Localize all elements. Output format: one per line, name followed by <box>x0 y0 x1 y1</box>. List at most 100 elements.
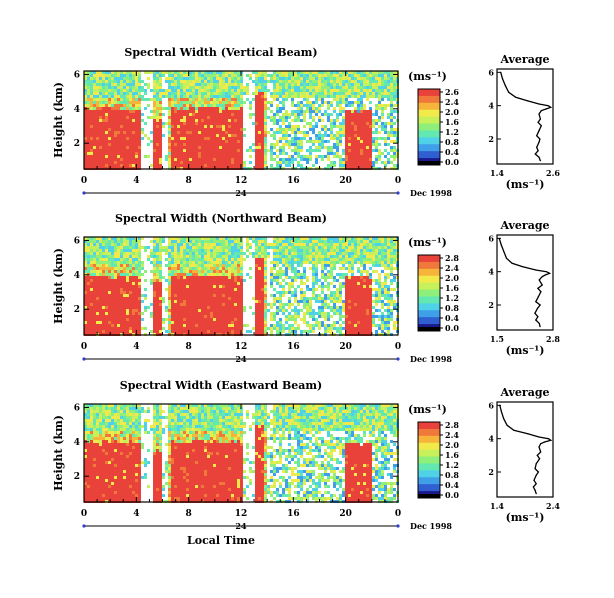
heatmap-cell <box>222 249 225 252</box>
heatmap-cell <box>324 131 327 134</box>
heatmap-cell <box>123 279 126 282</box>
heatmap-cell <box>282 309 285 312</box>
heatmap-cell <box>312 140 315 143</box>
heatmap-cell <box>180 324 183 327</box>
heatmap-cell <box>228 246 231 249</box>
heatmap-cell <box>144 83 147 86</box>
heatmap-cell <box>168 83 171 86</box>
heatmap-cell <box>174 140 177 143</box>
heatmap-cell <box>255 92 258 95</box>
heatmap-cell <box>198 303 201 306</box>
heatmap-cell <box>294 80 297 83</box>
heatmap-cell <box>390 101 393 104</box>
heatmap-cell <box>207 86 210 89</box>
heatmap-cell <box>276 161 279 164</box>
heatmap-cell <box>264 300 267 303</box>
heatmap-cell <box>183 146 186 149</box>
heatmap-cell <box>240 270 243 273</box>
heatmap-cell <box>192 146 195 149</box>
heatmap-cell <box>102 312 105 315</box>
heatmap-cell <box>378 89 381 92</box>
heatmap-cell <box>105 258 108 261</box>
heatmap-cell <box>93 119 96 122</box>
colorbar-swatch <box>418 123 440 131</box>
heatmap-cell <box>120 101 123 104</box>
heatmap-cell <box>90 330 93 333</box>
heatmap-cell <box>222 89 225 92</box>
heatmap-cell <box>156 276 159 279</box>
heatmap-cell <box>351 134 354 137</box>
heatmap-cell <box>312 89 315 92</box>
heatmap-cell <box>255 300 258 303</box>
heatmap-cell <box>306 95 309 98</box>
heatmap-cell <box>129 261 132 264</box>
heatmap-cell <box>120 143 123 146</box>
heatmap-cell <box>207 134 210 137</box>
heatmap-cell <box>195 327 198 330</box>
heatmap-cell <box>201 134 204 137</box>
heatmap-cell <box>123 161 126 164</box>
heatmap-cell <box>180 152 183 155</box>
heatmap-cell <box>123 312 126 315</box>
heatmap-cell <box>234 110 237 113</box>
heatmap-cell <box>126 252 129 255</box>
heatmap-cell <box>192 288 195 291</box>
heatmap-cell <box>237 267 240 270</box>
heatmap-cell <box>180 107 183 110</box>
heatmap-cell <box>198 324 201 327</box>
heatmap-cell <box>360 113 363 116</box>
heatmap-cell <box>87 74 90 77</box>
heatmap-cell <box>129 282 132 285</box>
heatmap-cell <box>174 318 177 321</box>
heatmap-cell <box>222 282 225 285</box>
heatmap-cell <box>93 155 96 158</box>
heatmap-cell <box>123 74 126 77</box>
heatmap-cell <box>309 80 312 83</box>
heatmap-cell <box>225 330 228 333</box>
heatmap-cell <box>120 243 123 246</box>
heatmap-cell <box>225 92 228 95</box>
heatmap-cell <box>108 294 111 297</box>
heatmap-cell <box>129 309 132 312</box>
heatmap-cell <box>312 104 315 107</box>
heatmap-cell <box>228 107 231 110</box>
heatmap-cell <box>219 315 222 318</box>
heatmap-cell <box>180 104 183 107</box>
heatmap-cell <box>198 300 201 303</box>
heatmap-cell <box>267 309 270 312</box>
heatmap-cell <box>159 161 162 164</box>
heatmap-cell <box>270 330 273 333</box>
heatmap-cell <box>189 119 192 122</box>
heatmap-cell <box>336 140 339 143</box>
heatmap-cell <box>219 249 222 252</box>
heatmap-cell <box>102 276 105 279</box>
heatmap-cell <box>231 71 234 74</box>
heatmap-cell <box>204 128 207 131</box>
heatmap-cell <box>84 152 87 155</box>
heatmap-cell <box>216 107 219 110</box>
heatmap-cell <box>174 255 177 258</box>
heatmap-cell <box>279 119 282 122</box>
heatmap-cell <box>348 134 351 137</box>
heatmap-cell <box>270 267 273 270</box>
heatmap-cell <box>183 128 186 131</box>
heatmap-cell <box>336 116 339 119</box>
heatmap-cell <box>168 240 171 243</box>
heatmap-cell <box>120 279 123 282</box>
heatmap-cell <box>357 119 360 122</box>
heatmap-cell <box>102 243 105 246</box>
heatmap-cell <box>153 300 156 303</box>
heatmap-cell <box>132 119 135 122</box>
heatmap-cell <box>87 315 90 318</box>
heatmap-cell <box>201 294 204 297</box>
heatmap-cell <box>276 264 279 267</box>
heatmap-cell <box>213 282 216 285</box>
heatmap-cell <box>333 155 336 158</box>
heatmap-cell <box>168 161 171 164</box>
heatmap-cell <box>117 279 120 282</box>
heatmap-cell <box>120 161 123 164</box>
heatmap-cell <box>183 89 186 92</box>
heatmap-cell <box>363 83 366 86</box>
heatmap-cell <box>300 71 303 74</box>
heatmap-cell <box>93 158 96 161</box>
